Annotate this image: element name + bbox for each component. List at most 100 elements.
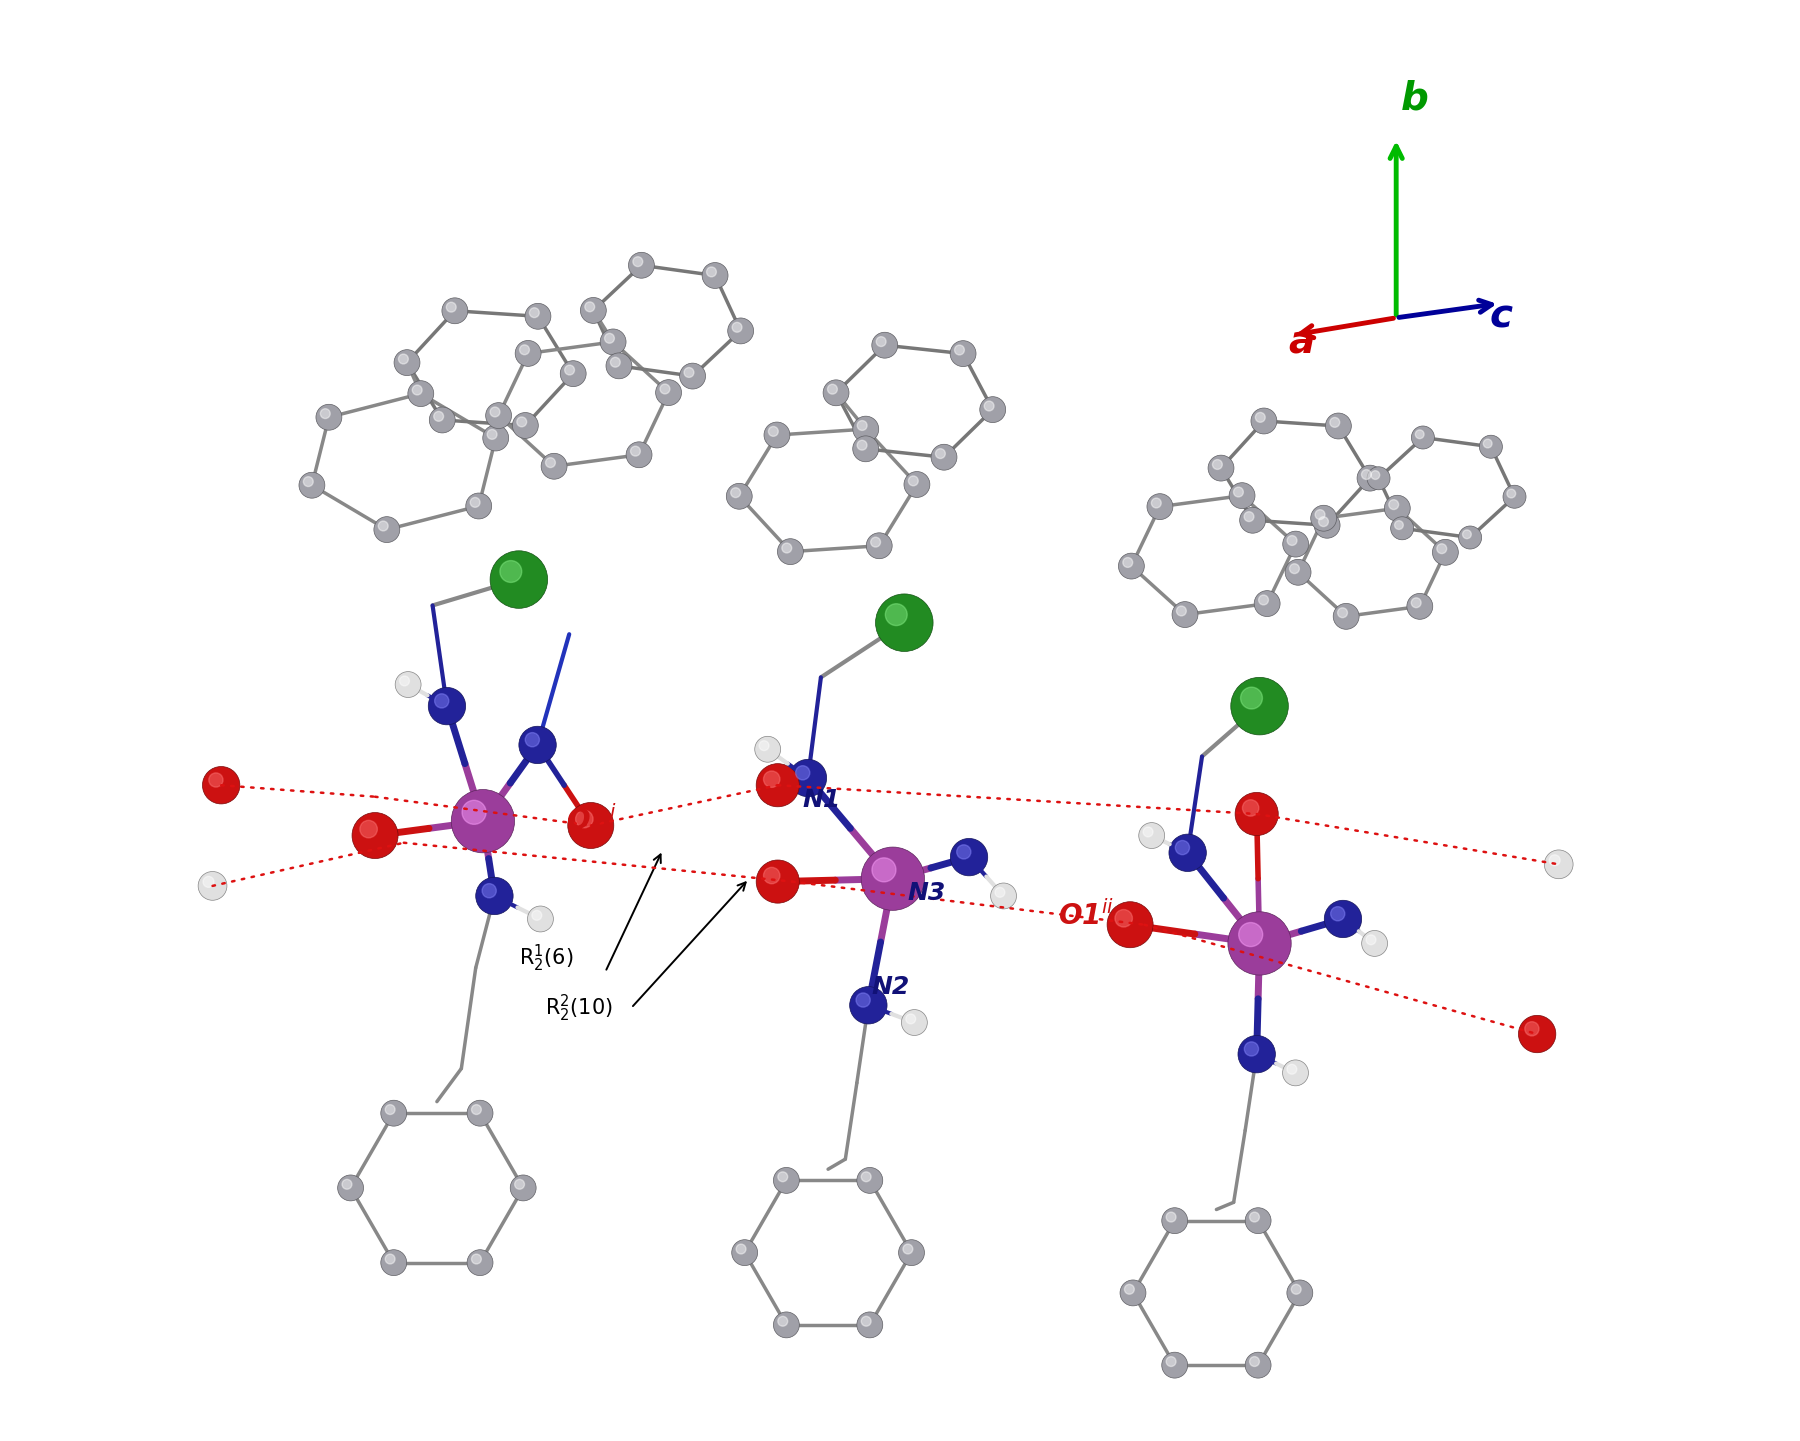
- Circle shape: [1436, 543, 1447, 553]
- Circle shape: [526, 732, 540, 746]
- Circle shape: [1287, 536, 1298, 545]
- Circle shape: [1172, 602, 1199, 627]
- Circle shape: [857, 1167, 882, 1193]
- Circle shape: [871, 537, 880, 548]
- Circle shape: [1120, 1280, 1147, 1306]
- Circle shape: [490, 406, 500, 416]
- Circle shape: [898, 1239, 925, 1265]
- Circle shape: [513, 412, 538, 438]
- Circle shape: [517, 416, 527, 427]
- Circle shape: [382, 1249, 407, 1275]
- Circle shape: [1249, 1212, 1260, 1222]
- Circle shape: [466, 1101, 493, 1125]
- Circle shape: [1249, 1356, 1260, 1366]
- Circle shape: [763, 867, 779, 883]
- Circle shape: [796, 765, 810, 780]
- Circle shape: [655, 379, 682, 405]
- Circle shape: [1168, 834, 1206, 872]
- Circle shape: [1372, 471, 1379, 480]
- Circle shape: [979, 396, 1006, 422]
- Text: N2: N2: [871, 974, 909, 999]
- Circle shape: [781, 543, 792, 553]
- Circle shape: [985, 401, 994, 411]
- Circle shape: [1229, 483, 1255, 509]
- Text: O2$^i$: O2$^i$: [567, 806, 617, 836]
- Circle shape: [382, 1101, 407, 1125]
- Circle shape: [202, 767, 239, 804]
- Circle shape: [1319, 517, 1328, 526]
- Circle shape: [320, 409, 329, 418]
- Circle shape: [733, 323, 742, 333]
- Circle shape: [1107, 902, 1154, 948]
- Text: a: a: [1289, 324, 1314, 362]
- Circle shape: [1415, 429, 1424, 438]
- Circle shape: [1283, 532, 1309, 558]
- Circle shape: [452, 790, 515, 853]
- Circle shape: [871, 333, 898, 359]
- Circle shape: [727, 318, 754, 344]
- Circle shape: [1334, 604, 1359, 630]
- Circle shape: [774, 1167, 799, 1193]
- Circle shape: [463, 800, 486, 824]
- Circle shape: [707, 267, 716, 277]
- Circle shape: [542, 454, 567, 480]
- Text: R$_2^1$(6): R$_2^1$(6): [518, 942, 572, 974]
- Circle shape: [661, 385, 670, 393]
- Text: R$_2^2$(10): R$_2^2$(10): [545, 993, 612, 1025]
- Circle shape: [412, 385, 421, 395]
- Circle shape: [1244, 512, 1255, 522]
- Circle shape: [398, 354, 409, 365]
- Circle shape: [634, 256, 643, 267]
- Circle shape: [902, 1010, 927, 1036]
- Circle shape: [684, 367, 693, 378]
- Circle shape: [317, 405, 342, 431]
- Circle shape: [788, 759, 826, 797]
- Circle shape: [756, 860, 799, 904]
- Circle shape: [1255, 412, 1265, 422]
- Text: O1$^{ii}$: O1$^{ii}$: [1058, 901, 1114, 931]
- Circle shape: [527, 906, 553, 932]
- Circle shape: [466, 1249, 493, 1275]
- Circle shape: [520, 344, 529, 354]
- Circle shape: [850, 987, 887, 1025]
- Circle shape: [1285, 559, 1310, 585]
- Circle shape: [1228, 912, 1291, 976]
- Circle shape: [1139, 823, 1165, 849]
- Circle shape: [446, 303, 455, 313]
- Circle shape: [1519, 1016, 1555, 1053]
- Circle shape: [875, 594, 932, 651]
- Circle shape: [1463, 530, 1471, 539]
- Circle shape: [1337, 608, 1348, 618]
- Circle shape: [853, 416, 878, 442]
- Circle shape: [565, 365, 574, 375]
- Circle shape: [860, 847, 925, 911]
- Circle shape: [774, 1311, 799, 1337]
- Circle shape: [860, 1316, 871, 1326]
- Circle shape: [954, 344, 965, 354]
- Circle shape: [886, 604, 907, 625]
- Circle shape: [1433, 539, 1458, 565]
- Circle shape: [630, 447, 641, 455]
- Circle shape: [1238, 1036, 1276, 1074]
- Circle shape: [763, 771, 779, 787]
- Circle shape: [760, 741, 769, 751]
- Circle shape: [1289, 563, 1300, 574]
- Circle shape: [871, 857, 896, 882]
- Circle shape: [475, 878, 513, 915]
- Circle shape: [1287, 1065, 1296, 1074]
- Circle shape: [1310, 506, 1337, 532]
- Circle shape: [733, 1239, 758, 1265]
- Circle shape: [482, 425, 509, 451]
- Circle shape: [1251, 408, 1276, 434]
- Circle shape: [353, 813, 398, 859]
- Circle shape: [1283, 1061, 1309, 1087]
- Circle shape: [385, 1105, 394, 1114]
- Circle shape: [1231, 677, 1289, 735]
- Circle shape: [1391, 517, 1413, 540]
- Circle shape: [1208, 455, 1235, 481]
- Circle shape: [203, 876, 214, 888]
- Circle shape: [857, 1311, 882, 1337]
- Circle shape: [515, 340, 542, 366]
- Circle shape: [950, 839, 988, 876]
- Circle shape: [1147, 494, 1174, 520]
